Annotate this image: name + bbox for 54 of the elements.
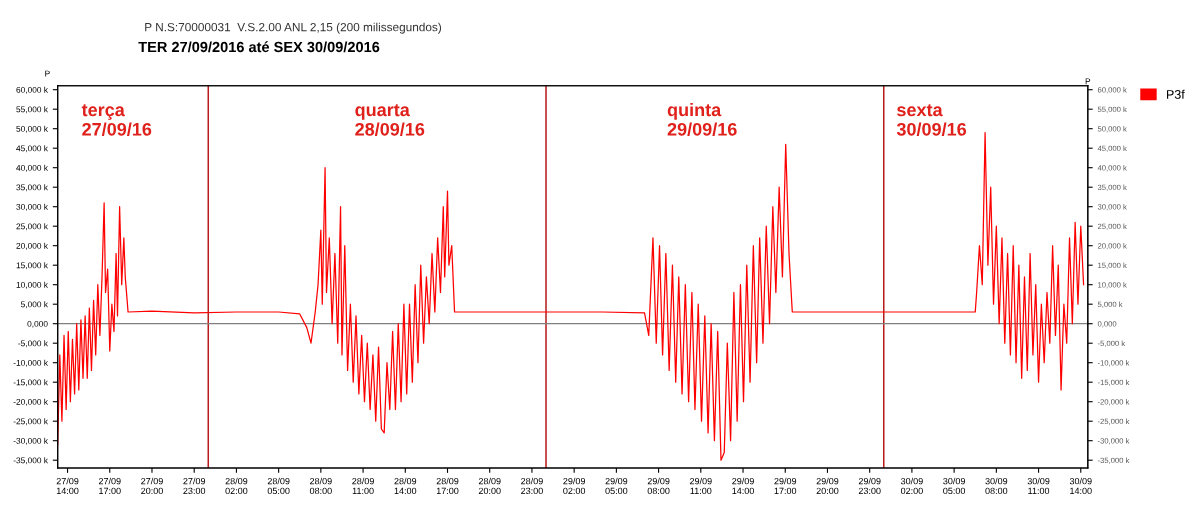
x-tick-label: 28/09 14:00 [394, 477, 417, 495]
y-tick-label: 30,000 k [16, 203, 48, 211]
chart-title: P N.S:70000031 V.S.2.00 ANL 2,15 (200 milissegundos) [145, 22, 442, 34]
x-tick-label: 29/09 11:00 [689, 477, 712, 495]
y-tick-label: 45,000 k [16, 145, 48, 153]
x-tick-label: 28/09 17:00 [436, 477, 459, 495]
x-tick-label: 28/09 23:00 [521, 477, 543, 495]
y-tick-label: -10,000 k [13, 359, 48, 367]
chart-subtitle: TER 27/09/2016 até SEX 30/09/2016 [138, 41, 380, 53]
x-tick-label: 29/09 02:00 [563, 477, 586, 495]
x-tick-label: 27/09 17:00 [98, 477, 121, 495]
y-tick-label: -15,000 k [13, 379, 48, 387]
y-tick-label: 55,000 k [16, 106, 48, 114]
x-tick-label: 28/09 02:00 [225, 477, 248, 495]
y-tick-label: 0,000 [27, 320, 48, 328]
legend-label: P3f [1167, 89, 1185, 99]
y-tick-label: 10,000 k [16, 281, 48, 289]
x-tick-label: 28/09 11:00 [352, 477, 374, 495]
x-tick-label: 28/09 08:00 [309, 477, 332, 495]
y-tick-label: 20,000 k [16, 242, 48, 250]
y-tick-label: 60,000 k [16, 86, 48, 94]
y-tick-label: -35,000 k [13, 457, 48, 465]
y-tick-label: -30,000 k [13, 437, 48, 445]
y-tick-label: -20,000 k [13, 398, 48, 406]
x-tick-label: 27/09 14:00 [56, 477, 79, 495]
y-tick-label: 40,000 k [16, 164, 48, 172]
y-axis-title: P [45, 70, 50, 77]
x-tick-label: 30/09 05:00 [943, 477, 966, 495]
x-tick-label: 30/09 14:00 [1069, 477, 1092, 495]
annotation: terça 27/09/16 [81, 104, 152, 136]
x-tick-label: 27/09 20:00 [141, 477, 163, 495]
annotation: quinta 29/09/16 [667, 103, 737, 136]
y-tick-label: -5,000 k [18, 340, 48, 348]
y2-axis-title: P [1085, 78, 1091, 85]
y-tick-label: -25,000 k [13, 418, 48, 426]
annotation: sexta 30/09/16 [896, 104, 967, 136]
x-tick-label: 29/09 23:00 [858, 477, 881, 495]
x-tick-label: 29/09 17:00 [774, 477, 797, 495]
y-tick-label: 25,000 k [16, 223, 48, 231]
x-tick-label: 29/09 20:00 [816, 477, 839, 495]
y-tick-label: 50,000 k [16, 125, 48, 133]
x-tick-label: 29/09 14:00 [732, 477, 754, 495]
x-tick-label: 30/09 11:00 [1027, 477, 1050, 495]
x-tick-label: 27/09 23:00 [183, 477, 206, 495]
annotation: quarta 28/09/16 [355, 104, 425, 136]
x-tick-label: 30/09 02:00 [900, 477, 923, 495]
x-tick-label: 29/09 05:00 [605, 477, 628, 495]
x-tick-label: 28/09 20:00 [478, 477, 501, 495]
y-tick-label: 35,000 k [16, 184, 48, 192]
x-tick-label: 28/09 05:00 [267, 477, 290, 495]
y-tick-label: 5,000 k [20, 301, 48, 309]
y-tick-label: 15,000 k [16, 262, 48, 270]
x-tick-label: 29/09 08:00 [647, 477, 670, 495]
x-tick-label: 30/09 08:00 [985, 477, 1008, 495]
